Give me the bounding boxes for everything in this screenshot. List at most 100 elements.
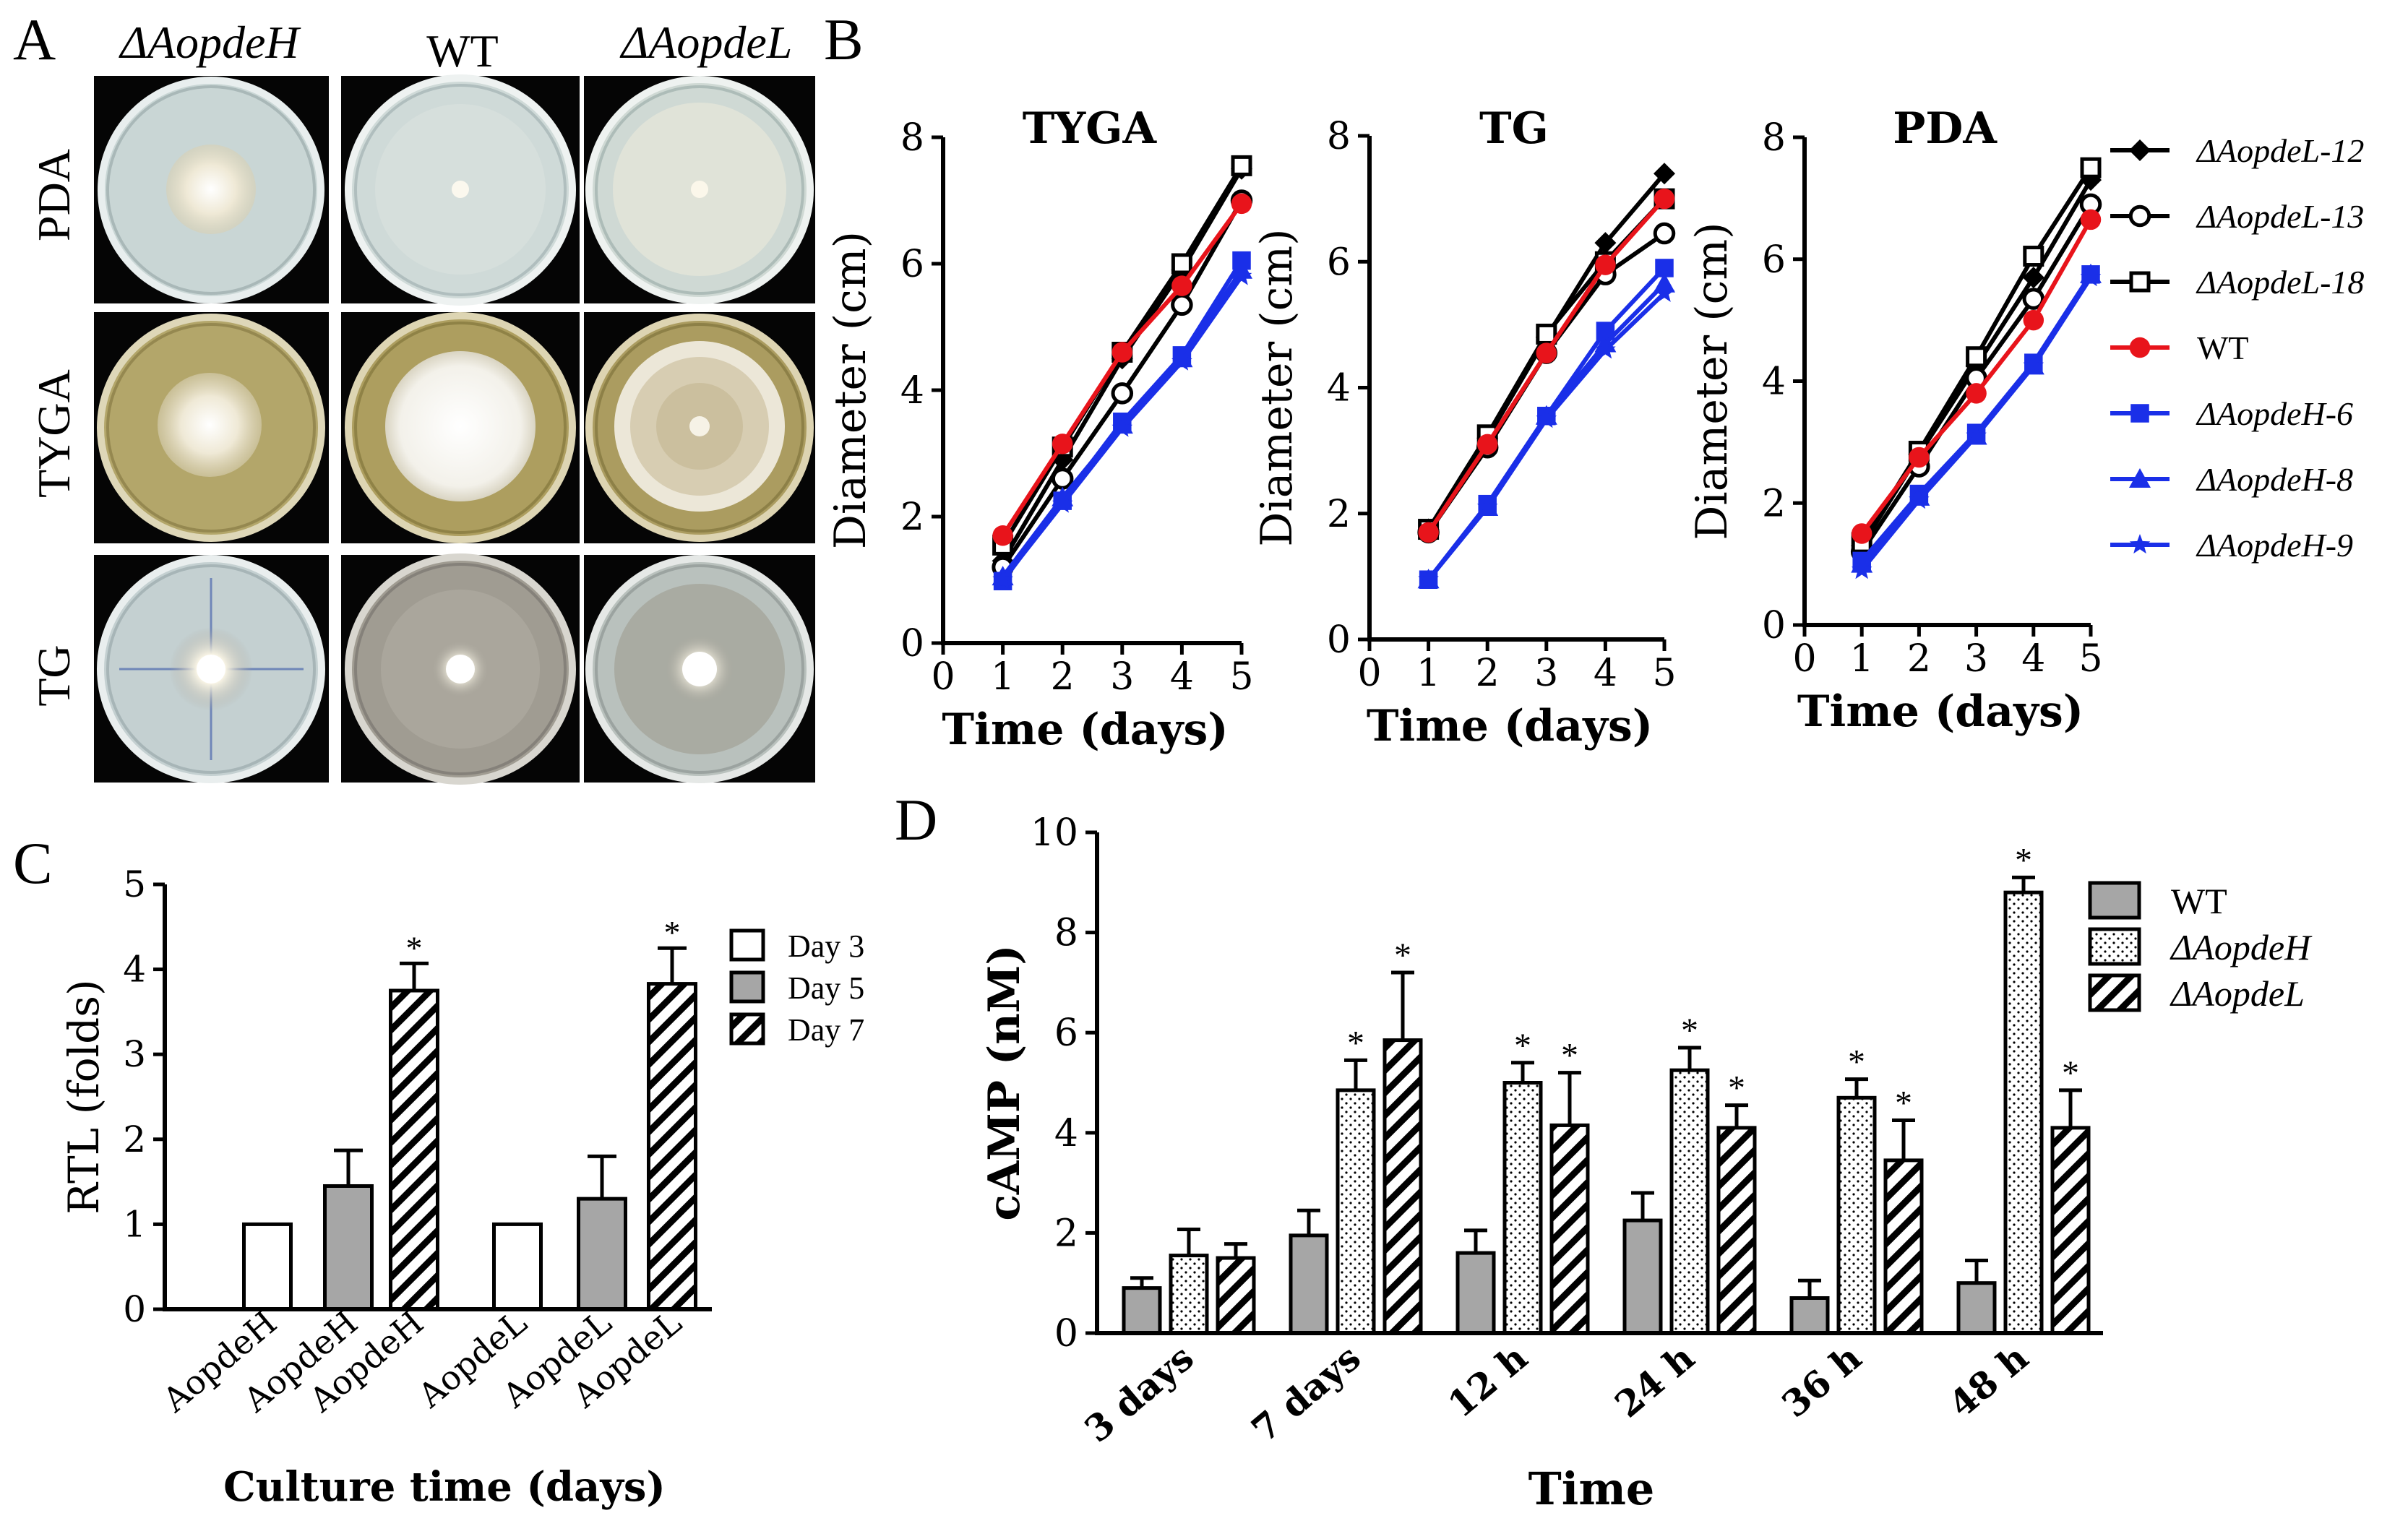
panel-label-a: A	[13, 7, 56, 72]
bar	[1716, 1126, 1757, 1335]
legend-item-wt: WT	[2088, 881, 2227, 921]
bar-group-7-days: * * 7 days	[1243, 936, 1423, 1451]
x-tick-label: 12 h	[1440, 1336, 1535, 1426]
bar	[1289, 1233, 1329, 1335]
bar-daopdeh: *	[2003, 841, 2044, 1335]
y-tick-label: 0	[1327, 618, 1351, 662]
legend-item-day-7: Day 7	[729, 1012, 864, 1048]
y-tick-label: 5	[123, 863, 146, 905]
y-tick-label: 6	[1762, 238, 1786, 282]
data-point	[992, 525, 1013, 546]
legend-marker	[2129, 271, 2151, 293]
bar-group-24-h: * * 24 h	[1607, 1012, 1757, 1426]
plate-tg-aopdel	[584, 555, 815, 783]
bar	[323, 1184, 374, 1311]
series-daopdeh-9	[992, 265, 1252, 589]
bar	[1383, 1038, 1423, 1335]
series-wt	[1418, 188, 1675, 543]
significance-asterisk: *	[406, 929, 423, 966]
chart-title: TYGA	[1023, 103, 1158, 154]
legend-label: ΔAopdeL-18	[2196, 264, 2364, 301]
bar-wt	[1289, 1208, 1329, 1335]
panel-b-legend: ΔAopdeL-12 ΔAopdeL-13 ΔAopdeL-18 WT ΔAopdeH-…	[2110, 132, 2364, 564]
bar	[1836, 1095, 1877, 1335]
legend-swatch	[729, 928, 765, 962]
x-tick-label: 0	[931, 655, 955, 699]
plate-col-label-aopdel: ΔAopdeL	[619, 17, 793, 68]
panel-label-d: D	[895, 787, 937, 853]
data-point	[1966, 425, 1987, 445]
x-tick-label: 1	[991, 655, 1015, 699]
bar-daopdeh	[1169, 1228, 1209, 1335]
x-axis-label: Time	[1528, 1462, 1655, 1515]
x-tick-label: 7 days	[1243, 1336, 1368, 1451]
bar-daopdel	[1216, 1242, 1256, 1335]
series-daopdel-13	[1850, 193, 2102, 563]
legend-item-daopdel-18: ΔAopdeL-18	[2110, 264, 2364, 301]
y-axis-label: RTL (folds)	[59, 979, 108, 1214]
legend-label: ΔAopdeH-9	[2196, 527, 2353, 564]
y-tick-label: 2	[900, 496, 924, 539]
data-point	[2023, 355, 2044, 375]
plate-row-label-tyga: TYGA	[28, 369, 79, 498]
bar-group-48-h: * * 48 h	[1940, 841, 2091, 1426]
x-tick-label: 4	[1594, 652, 1617, 695]
data-point	[992, 569, 1013, 589]
bar	[1502, 1081, 1543, 1335]
x-tick-label: 3	[1534, 652, 1558, 695]
y-tick-label: 8	[1327, 115, 1351, 158]
bar	[389, 988, 439, 1311]
data-point	[1052, 493, 1073, 513]
legend-marker	[2129, 139, 2151, 161]
legend-label: ΔAopdeL-13	[2196, 198, 2364, 235]
significance-asterisk: *	[1394, 936, 1411, 975]
significance-asterisk: *	[2062, 1054, 2079, 1092]
bar	[1956, 1281, 1997, 1335]
y-tick-label: 4	[1327, 367, 1351, 410]
y-tick-label: 3	[123, 1033, 146, 1075]
chart-title: TG	[1479, 103, 1549, 154]
x-axis-label: Time (days)	[1797, 686, 2084, 737]
plate-col-label-aopdeh: ΔAopdeH	[118, 17, 301, 68]
series-line	[1859, 273, 2093, 566]
series-daopdel-13	[992, 189, 1253, 579]
bar-daopdel: *	[1716, 1069, 1757, 1335]
plate-pda-wt	[341, 74, 580, 306]
data-point	[1653, 222, 1676, 245]
data-point	[1536, 408, 1557, 428]
bar-wt	[1122, 1276, 1162, 1335]
x-tick-label: 3	[1964, 637, 1988, 681]
bar-wt	[1789, 1278, 1830, 1335]
y-tick-label: 10	[1031, 811, 1078, 855]
y-tick-label: 0	[900, 622, 924, 665]
significance-asterisk: *	[1895, 1084, 1912, 1122]
bar	[1669, 1068, 1710, 1335]
y-tick-label: 2	[1762, 482, 1786, 525]
legend-item-day-5: Day 5	[729, 970, 864, 1006]
y-tick-label: 2	[1327, 493, 1351, 536]
legend-swatch	[2088, 927, 2141, 966]
data-point	[1654, 163, 1675, 185]
bar-group-36-h: * * 36 h	[1773, 1043, 1924, 1426]
panel-label-c: C	[13, 830, 53, 896]
y-tick-label: 6	[1054, 1012, 1078, 1055]
bar	[1169, 1254, 1209, 1335]
x-tick-label: 5	[1652, 652, 1676, 695]
significance-asterisk: *	[1848, 1043, 1865, 1082]
data-point	[1052, 434, 1073, 454]
legend-marker	[2129, 534, 2151, 554]
data-point	[1171, 275, 1192, 296]
x-tick-label: 4	[2021, 637, 2045, 681]
bar-daopdeh: *	[1502, 1027, 1543, 1335]
bar-group-3-days: 3 days	[1076, 1228, 1256, 1451]
y-tick-label: 1	[123, 1203, 146, 1245]
data-point	[1231, 265, 1252, 285]
bar-group-12-h: * * 12 h	[1440, 1027, 1590, 1426]
chart-title: PDA	[1893, 103, 1998, 154]
x-tick-label: 5	[2078, 637, 2102, 681]
significance-asterisk: *	[1681, 1012, 1698, 1050]
series-wt	[992, 193, 1252, 546]
data-point	[1909, 489, 1930, 509]
